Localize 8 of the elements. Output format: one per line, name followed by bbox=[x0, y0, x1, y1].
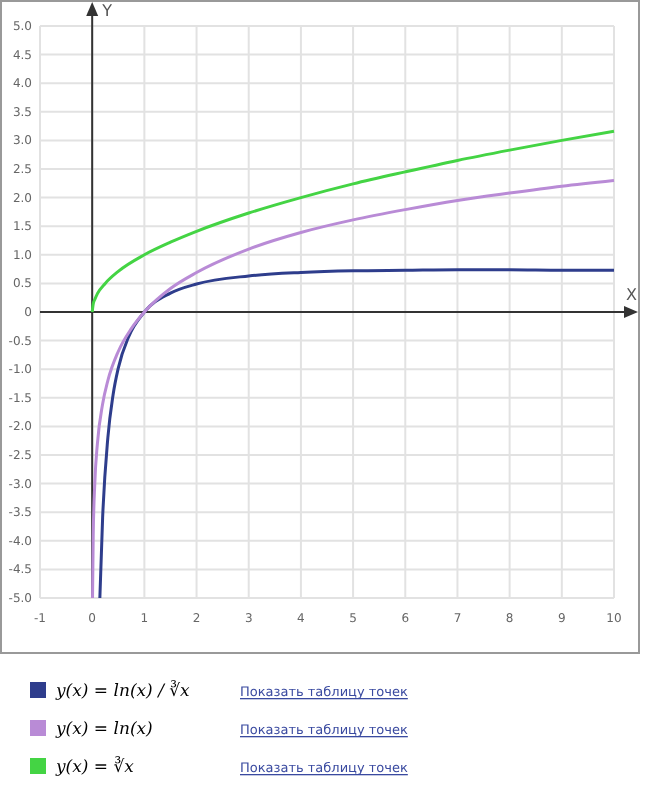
line-series bbox=[91, 178, 616, 600]
x-axis-title: X bbox=[626, 286, 638, 304]
y-axis-title: Y bbox=[100, 2, 113, 20]
legend-label: y(x) = ln(x) / ∛x bbox=[54, 680, 191, 702]
legend-label: y(x) = ln(x) bbox=[54, 720, 153, 740]
line-series bbox=[90, 129, 616, 314]
line-series bbox=[98, 268, 616, 600]
legend-label: y(x) = ∛x bbox=[54, 756, 135, 778]
